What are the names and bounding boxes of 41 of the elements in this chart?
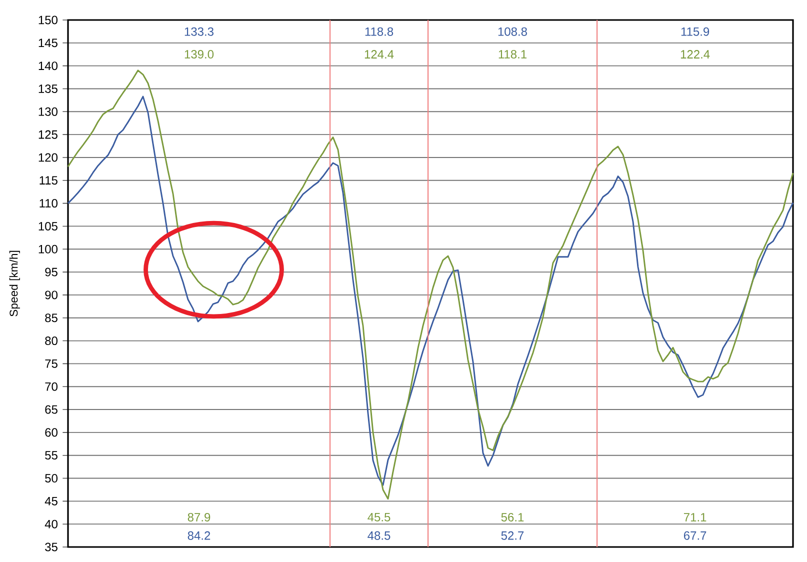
annotation: 56.1 bbox=[501, 512, 524, 522]
y-tick-label: 45 bbox=[44, 496, 58, 506]
annotation: 84.2 bbox=[188, 531, 210, 540]
y-tick-label: 85 bbox=[45, 314, 58, 322]
y-tick-label: 125 bbox=[38, 130, 58, 139]
annotation: 124.4 bbox=[364, 50, 394, 58]
y-tick-label: 75 bbox=[45, 360, 58, 368]
y-tick-label: 130 bbox=[38, 107, 58, 116]
annotation: 71.1 bbox=[684, 513, 706, 522]
annotation: 133.3 bbox=[184, 27, 214, 36]
annotation: 122.4 bbox=[680, 50, 710, 58]
y-tick-label: 90 bbox=[45, 290, 58, 300]
y-tick-label: 140 bbox=[38, 62, 58, 70]
y-tick-label: 105 bbox=[38, 222, 58, 230]
y-tick-label: 120 bbox=[38, 153, 58, 162]
y-tick-label: 70 bbox=[45, 382, 58, 391]
y-tick-label: 135 bbox=[38, 84, 58, 93]
y-tick-label: 65 bbox=[45, 405, 58, 414]
annotation: 45.5 bbox=[368, 513, 390, 522]
y-tick-label: 80 bbox=[45, 336, 58, 346]
y-tick-label: 95 bbox=[45, 268, 58, 276]
annotation: 48.5 bbox=[368, 531, 390, 540]
y-tick-label: 145 bbox=[38, 38, 58, 48]
y-axis-title: Speed [km/h] bbox=[9, 250, 20, 316]
annotation: 118.1 bbox=[498, 50, 526, 59]
y-tick-label: 35 bbox=[45, 542, 58, 552]
y-tick-label: 40 bbox=[44, 520, 58, 528]
y-tick-label: 115 bbox=[40, 176, 58, 185]
y-tick-label: 50 bbox=[45, 474, 58, 483]
y-tick-label: 55 bbox=[45, 451, 58, 460]
annotation: 118.8 bbox=[365, 27, 394, 36]
annotation: 67.7 bbox=[684, 531, 706, 540]
annotation: 87.9 bbox=[188, 512, 210, 522]
annotation: 108.8 bbox=[498, 27, 527, 36]
y-tick-label: 150 bbox=[38, 16, 58, 24]
annotation: 139.0 bbox=[184, 50, 214, 59]
annotation: 115.9 bbox=[681, 27, 710, 36]
y-tick-label: 110 bbox=[40, 199, 58, 208]
y-tick-label: 100 bbox=[38, 244, 58, 254]
y-tick-label: 60 bbox=[45, 428, 58, 437]
annotation: 52.7 bbox=[501, 531, 524, 540]
